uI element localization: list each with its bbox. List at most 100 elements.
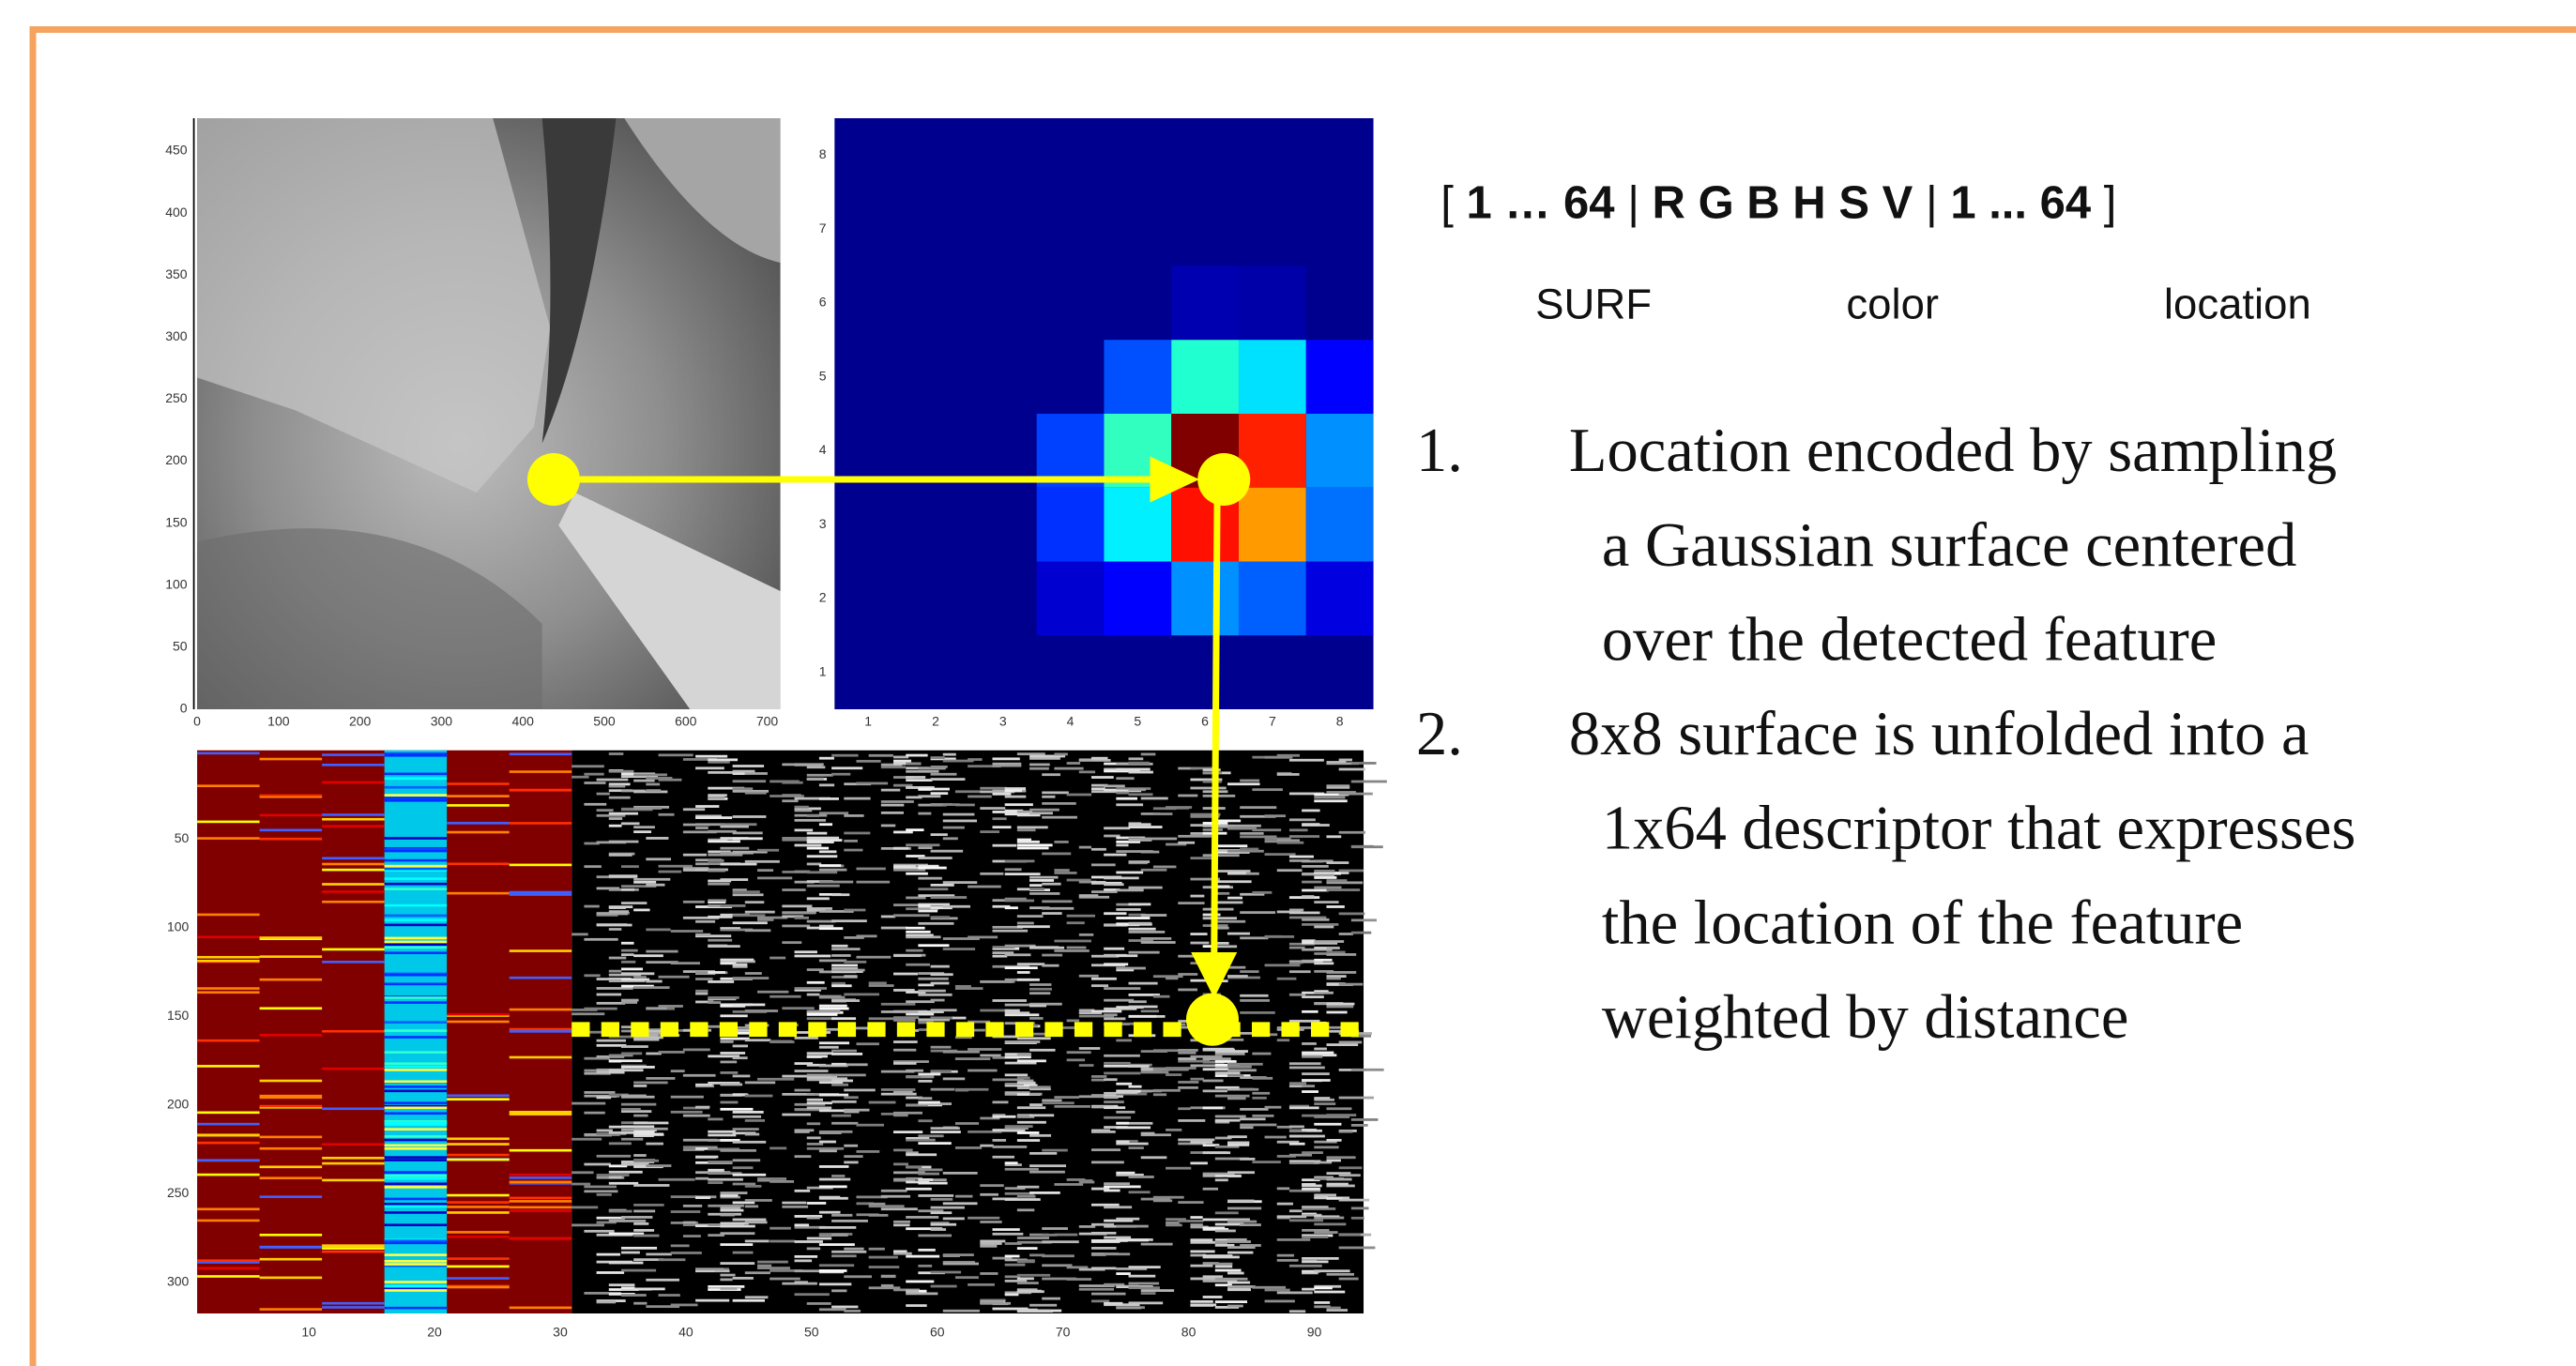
matrix-stripe — [1302, 1288, 1315, 1291]
matrix-stripe — [633, 1154, 647, 1157]
matrix-stripe — [782, 925, 810, 928]
matrix-stripe — [633, 1128, 668, 1131]
matrix-stripe — [980, 873, 1003, 875]
matrix-stripe — [992, 1146, 1027, 1148]
matrix-stripe — [385, 773, 448, 776]
matrix-stripe — [683, 808, 705, 811]
matrix-stripe — [1129, 1065, 1150, 1068]
matrix-stripe — [893, 1016, 919, 1019]
matrix-stripe — [807, 814, 819, 817]
matrix-stripe — [1054, 767, 1083, 770]
matrix-stripe — [720, 1262, 755, 1265]
matrix-stripe — [1029, 1191, 1060, 1194]
matrix-stripe — [609, 1071, 625, 1074]
matrix-stripe — [1227, 933, 1250, 935]
matrix-stripe — [819, 1165, 849, 1168]
matrix-stripe — [1017, 1106, 1045, 1109]
matrix-stripe — [1252, 828, 1281, 831]
matrix-stripe — [1190, 787, 1226, 790]
heatmap-cell — [1171, 340, 1239, 414]
matrix-stripe — [695, 920, 715, 923]
matrix-stripe — [1141, 1292, 1156, 1295]
matrix-stripe — [1017, 1131, 1040, 1134]
matrix-stripe — [893, 1162, 908, 1165]
matrix-stripe — [757, 876, 792, 879]
matrix-stripe — [770, 1278, 800, 1281]
matrix-stripe — [807, 1017, 834, 1020]
matrix-stripe — [1017, 1247, 1038, 1250]
matrix-stripe — [1289, 1135, 1325, 1138]
matrix-stripe — [659, 813, 675, 816]
matrix-stripe — [1339, 759, 1352, 762]
matrix-stripe — [584, 1091, 615, 1094]
matrix-stripe — [1091, 1075, 1106, 1078]
matrix-stripe — [708, 758, 738, 761]
matrix-stripe — [918, 904, 930, 907]
matrix-stripe — [980, 1242, 1001, 1245]
matrix-stripe — [385, 799, 448, 802]
matrix-stripe — [447, 1137, 510, 1140]
matrix-stripe — [197, 1159, 260, 1161]
matrix-stripe — [733, 1111, 764, 1114]
matrix-stripe — [1215, 1178, 1228, 1181]
matrix-stripe — [385, 1177, 448, 1180]
matrix-stripe — [1104, 948, 1124, 950]
matrix-stripe — [197, 837, 260, 840]
matrix-stripe — [968, 1217, 999, 1220]
matrix-stripe — [633, 1287, 665, 1290]
matrix-stripe — [708, 1134, 736, 1137]
matrix-stripe — [385, 1085, 448, 1088]
matrix-stripe — [931, 999, 945, 1002]
matrix-stripe — [1166, 1223, 1182, 1226]
matrix-stripe — [1116, 888, 1143, 891]
matrix-stripe — [1289, 1154, 1312, 1157]
matrix-stripe — [733, 1277, 754, 1280]
matrix-stripe — [510, 1113, 572, 1116]
matrix-stripe — [385, 947, 448, 949]
matrix-stripe — [1326, 1006, 1353, 1009]
matrix-stripe — [385, 1203, 448, 1206]
matrix-stripe — [1054, 1105, 1090, 1108]
y-tick-label: 8 — [819, 146, 827, 161]
matrix-stripe — [510, 822, 572, 825]
matrix-stripe — [1116, 1111, 1135, 1114]
matrix-stripe — [1252, 1161, 1280, 1163]
matrix-stripe — [584, 865, 601, 868]
matrix-stripe — [733, 1183, 755, 1186]
matrix-stripe — [1277, 1203, 1293, 1206]
matrix-stripe — [633, 1132, 663, 1135]
matrix-stripe — [609, 1283, 635, 1286]
x-tick-label: 100 — [267, 714, 290, 729]
matrix-stripe — [733, 1174, 767, 1176]
matrix-stripe — [931, 778, 966, 781]
matrix-stripe — [733, 765, 764, 767]
matrix-stripe — [671, 1195, 698, 1198]
matrix-stripe — [260, 1277, 323, 1280]
y-tick-label: 50 — [173, 639, 188, 654]
bracket: ] — [2104, 178, 2117, 229]
matrix-stripe — [1326, 879, 1347, 882]
matrix-stripe — [869, 981, 887, 984]
descriptor-part: R G B H S V — [1653, 178, 1913, 229]
matrix-stripe — [1054, 1096, 1079, 1099]
matrix-stripe — [1029, 892, 1059, 895]
matrix-stripe — [572, 1138, 602, 1141]
matrix-stripe — [609, 1176, 622, 1179]
matrix-stripe — [597, 809, 614, 812]
matrix-stripe — [1042, 1254, 1075, 1257]
matrix-stripe — [733, 831, 763, 834]
matrix-stripe — [745, 1199, 772, 1202]
matrix-stripe — [1227, 1221, 1257, 1223]
matrix-stripe — [782, 888, 805, 891]
matrix-stripe — [1289, 1062, 1321, 1065]
matrix-stripe — [831, 1122, 858, 1125]
matrix-stripe — [980, 1193, 998, 1196]
matrix-stripe — [385, 1144, 448, 1146]
matrix-stripe — [1091, 863, 1116, 866]
matrix-stripe — [385, 1186, 448, 1189]
matrix-stripe — [931, 1088, 955, 1091]
heatmap-cell — [1306, 488, 1374, 562]
matrix-stripe — [1067, 794, 1092, 797]
y-tick-label: 3 — [819, 516, 827, 531]
matrix-stripe — [447, 1094, 510, 1097]
